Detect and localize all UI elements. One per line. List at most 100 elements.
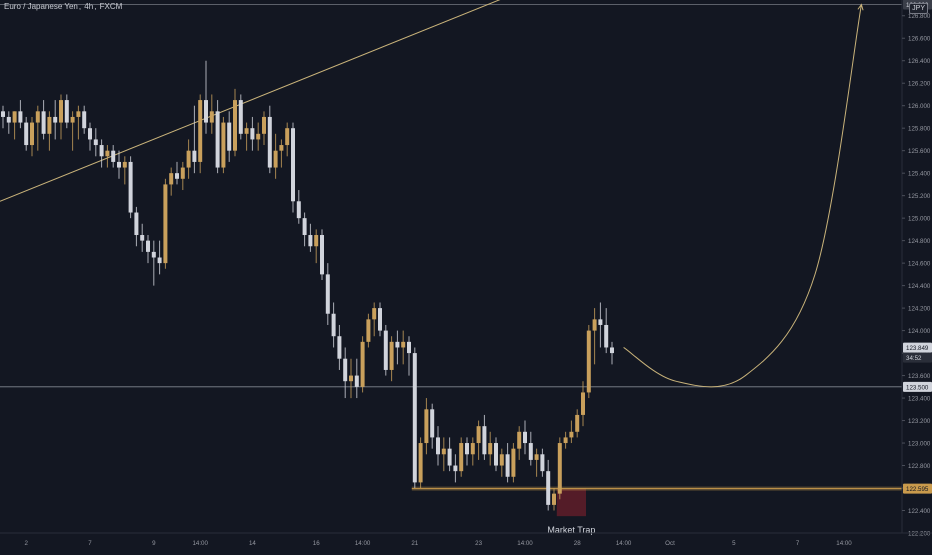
candle-body[interactable] [366, 319, 371, 342]
candle-body[interactable] [517, 431, 522, 449]
candle-body[interactable] [383, 330, 388, 370]
candle-body[interactable] [111, 150, 116, 162]
candle-body[interactable] [18, 111, 23, 123]
candle-body[interactable] [557, 443, 562, 494]
candle-body[interactable] [592, 319, 597, 331]
candle-body[interactable] [552, 493, 556, 505]
candle-body[interactable] [256, 133, 261, 140]
candle-body[interactable] [349, 375, 353, 382]
candle-body[interactable] [215, 111, 220, 168]
candle-body[interactable] [343, 358, 348, 382]
candle-body[interactable] [494, 443, 498, 466]
candle-body[interactable] [64, 100, 69, 123]
candle-body[interactable] [331, 313, 336, 337]
candle-body[interactable] [186, 150, 191, 168]
candle-body[interactable] [192, 150, 197, 162]
trendline[interactable] [0, 0, 502, 202]
candle-body[interactable] [279, 145, 284, 151]
candle-body[interactable] [30, 122, 34, 146]
candle-body[interactable] [523, 431, 527, 444]
candle-body[interactable] [24, 122, 29, 146]
candle-body[interactable] [476, 426, 481, 444]
projection-curve[interactable] [623, 4, 862, 388]
candle-body[interactable] [430, 409, 435, 438]
candle-body[interactable] [227, 122, 232, 151]
candle-body[interactable] [267, 116, 272, 168]
candle-body[interactable] [540, 454, 545, 472]
candle-body[interactable] [401, 341, 406, 348]
candle-body[interactable] [117, 161, 121, 168]
candle-body[interactable] [157, 257, 162, 264]
candle-body[interactable] [586, 330, 591, 393]
candle-body[interactable] [209, 111, 214, 123]
symbol-legend[interactable]: Euro / Japanese Yen, 4h, FXCM [4, 2, 123, 11]
candle-body[interactable] [41, 111, 46, 134]
candle-body[interactable] [325, 274, 330, 314]
candle-body[interactable] [482, 426, 487, 455]
candle-body[interactable] [546, 471, 551, 505]
candle-body[interactable] [12, 111, 17, 123]
candle-body[interactable] [204, 100, 208, 123]
candle-body[interactable] [76, 111, 81, 117]
candle-body[interactable] [395, 341, 400, 348]
candle-body[interactable] [1, 111, 5, 117]
candle-body[interactable] [233, 100, 237, 151]
candle-body[interactable] [470, 443, 475, 455]
candle-body[interactable] [604, 324, 609, 348]
candle-body[interactable] [6, 116, 11, 123]
candle-body[interactable] [250, 128, 255, 140]
candle-body[interactable] [389, 341, 394, 370]
candle-body[interactable] [459, 443, 464, 472]
candle-body[interactable] [163, 184, 168, 264]
candle-body[interactable] [134, 212, 139, 236]
candle-body[interactable] [505, 454, 510, 477]
candle-body[interactable] [528, 443, 533, 460]
candle-body[interactable] [418, 443, 423, 483]
candle-body[interactable] [296, 201, 301, 219]
candle-body[interactable] [441, 448, 446, 455]
candle-body[interactable] [47, 116, 52, 134]
candle-body[interactable] [128, 161, 133, 213]
candle-body[interactable] [70, 116, 75, 123]
candle-body[interactable] [99, 145, 104, 157]
candle-body[interactable] [314, 235, 319, 247]
candle-body[interactable] [262, 116, 266, 134]
candle-body[interactable] [140, 235, 145, 241]
candle-body[interactable] [308, 235, 313, 247]
candle-body[interactable] [407, 341, 411, 354]
candle-body[interactable] [59, 100, 63, 123]
candle-body[interactable] [151, 251, 156, 258]
candle-body[interactable] [175, 173, 179, 179]
candle-body[interactable] [534, 454, 539, 460]
candle-body[interactable] [180, 167, 185, 179]
candle-body[interactable] [511, 448, 516, 477]
candle-body[interactable] [412, 353, 417, 483]
candle-body[interactable] [273, 150, 278, 168]
candle-body[interactable] [198, 100, 203, 162]
candle-body[interactable] [238, 100, 243, 134]
candle-body[interactable] [320, 235, 324, 275]
candle-body[interactable] [488, 443, 493, 455]
candle-body[interactable] [581, 392, 585, 415]
candle-body[interactable] [122, 161, 127, 168]
candle-body[interactable] [360, 341, 365, 387]
candle-body[interactable] [35, 111, 40, 123]
candle-body[interactable] [291, 128, 295, 202]
candle-body[interactable] [302, 218, 307, 236]
candle-body[interactable] [146, 240, 150, 252]
candle-body[interactable] [569, 431, 574, 438]
candle-body[interactable] [453, 465, 458, 472]
candle-body[interactable] [244, 128, 249, 134]
candle-body[interactable] [88, 128, 92, 140]
candle-body[interactable] [105, 150, 110, 157]
candle-body[interactable] [563, 437, 568, 444]
candle-body[interactable] [169, 173, 174, 185]
candle-body[interactable] [337, 336, 342, 359]
candle-body[interactable] [598, 319, 603, 325]
candle-body[interactable] [372, 308, 377, 320]
candle-body[interactable] [424, 409, 429, 444]
candle-body[interactable] [499, 454, 504, 466]
candle-body[interactable] [93, 139, 98, 146]
candle-body[interactable] [53, 116, 58, 123]
